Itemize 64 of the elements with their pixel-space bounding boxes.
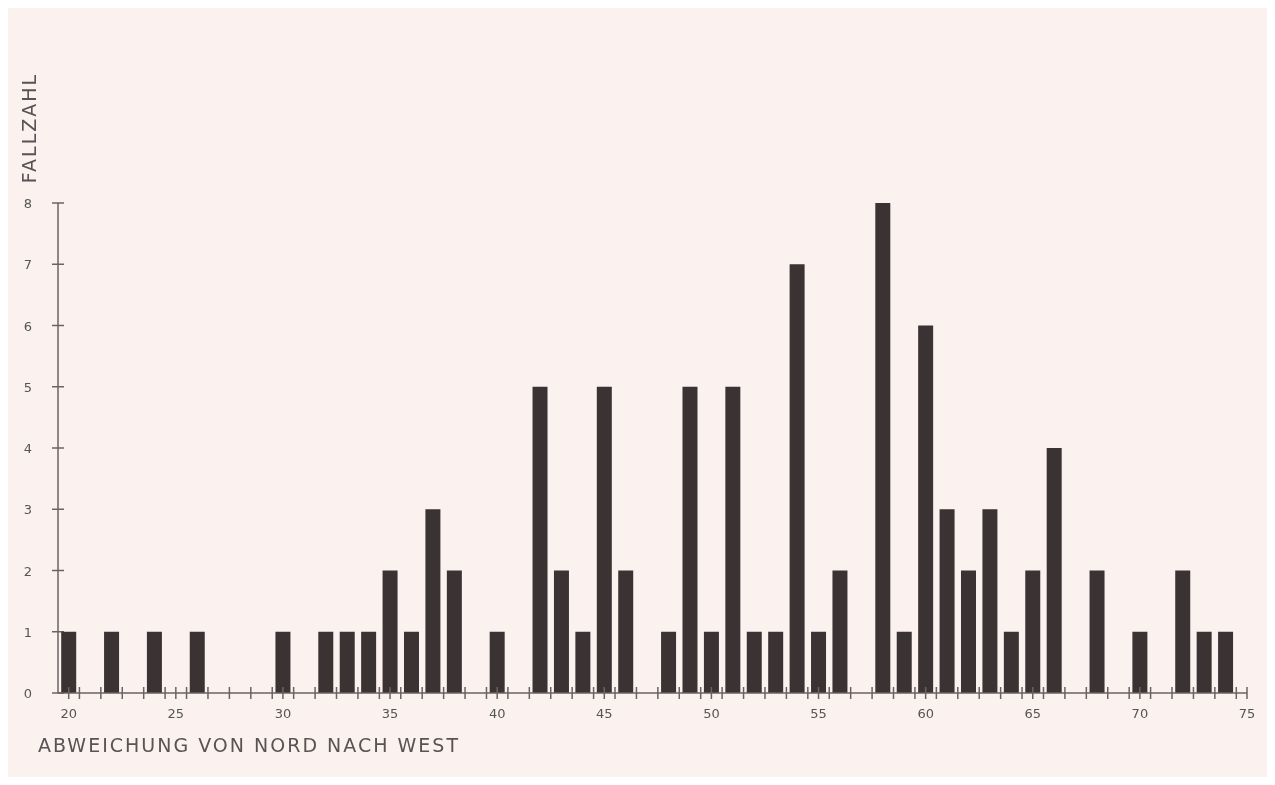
bar	[682, 386, 698, 693]
bar	[1196, 631, 1212, 693]
bar	[1089, 570, 1105, 693]
x-tick-label: 30	[274, 706, 292, 721]
x-tick-label: 55	[810, 706, 827, 721]
bar	[1175, 570, 1191, 693]
bar	[1218, 631, 1234, 693]
bar	[789, 264, 805, 693]
x-tick-label: 40	[488, 706, 506, 721]
bar	[553, 570, 569, 693]
bar	[618, 570, 634, 693]
bar	[104, 631, 120, 693]
y-tick-label: 0	[23, 686, 33, 701]
bar	[425, 509, 441, 693]
bar	[146, 631, 162, 693]
x-axis-title: ABWEICHUNG VON NORD NACH WEST	[38, 734, 461, 756]
bar	[1046, 448, 1062, 693]
bar	[403, 631, 419, 693]
x-tick-label: 65	[1024, 706, 1042, 721]
x-tick-label: 50	[703, 706, 720, 721]
bar	[661, 631, 677, 693]
bar	[725, 386, 741, 693]
x-tick-label: 35	[381, 706, 399, 721]
bar	[361, 631, 377, 693]
bar	[446, 570, 462, 693]
bar	[575, 631, 591, 693]
y-axis-title: FALLZAHL	[18, 72, 40, 184]
x-tick-label: 20	[60, 706, 77, 721]
bar	[275, 631, 291, 693]
y-tick-label: 4	[23, 441, 33, 456]
bar	[318, 631, 334, 693]
y-tick-label: 2	[23, 563, 33, 579]
y-tick-label: 3	[23, 502, 33, 518]
bar	[982, 509, 998, 693]
bar	[768, 631, 784, 693]
y-tick-label: 7	[23, 257, 33, 273]
bar	[832, 570, 848, 693]
y-tick-label: 5	[23, 379, 33, 395]
bar	[596, 386, 612, 693]
y-tick-label: 6	[23, 318, 33, 334]
y-tick-label: 1	[23, 624, 33, 640]
x-tick-label: 70	[1131, 706, 1149, 721]
bar	[1003, 631, 1019, 693]
bar	[382, 570, 398, 693]
bar	[896, 631, 912, 693]
bar	[1025, 570, 1041, 693]
bar	[339, 631, 355, 693]
bar	[189, 631, 205, 693]
x-tick-label: 60	[917, 706, 934, 721]
bar	[746, 631, 762, 693]
bar	[489, 631, 505, 693]
y-tick-label: 8	[23, 196, 33, 211]
bar	[1132, 631, 1148, 693]
x-tick-label: 75	[1238, 706, 1256, 721]
x-tick-label: 45	[596, 706, 613, 721]
bar	[939, 509, 955, 693]
x-tick-label: 25	[167, 706, 185, 721]
bar	[961, 570, 976, 693]
bar	[703, 631, 719, 693]
bar	[811, 631, 827, 693]
bar	[532, 386, 548, 693]
bar	[61, 631, 77, 693]
bar	[875, 203, 891, 693]
bar	[918, 325, 934, 693]
